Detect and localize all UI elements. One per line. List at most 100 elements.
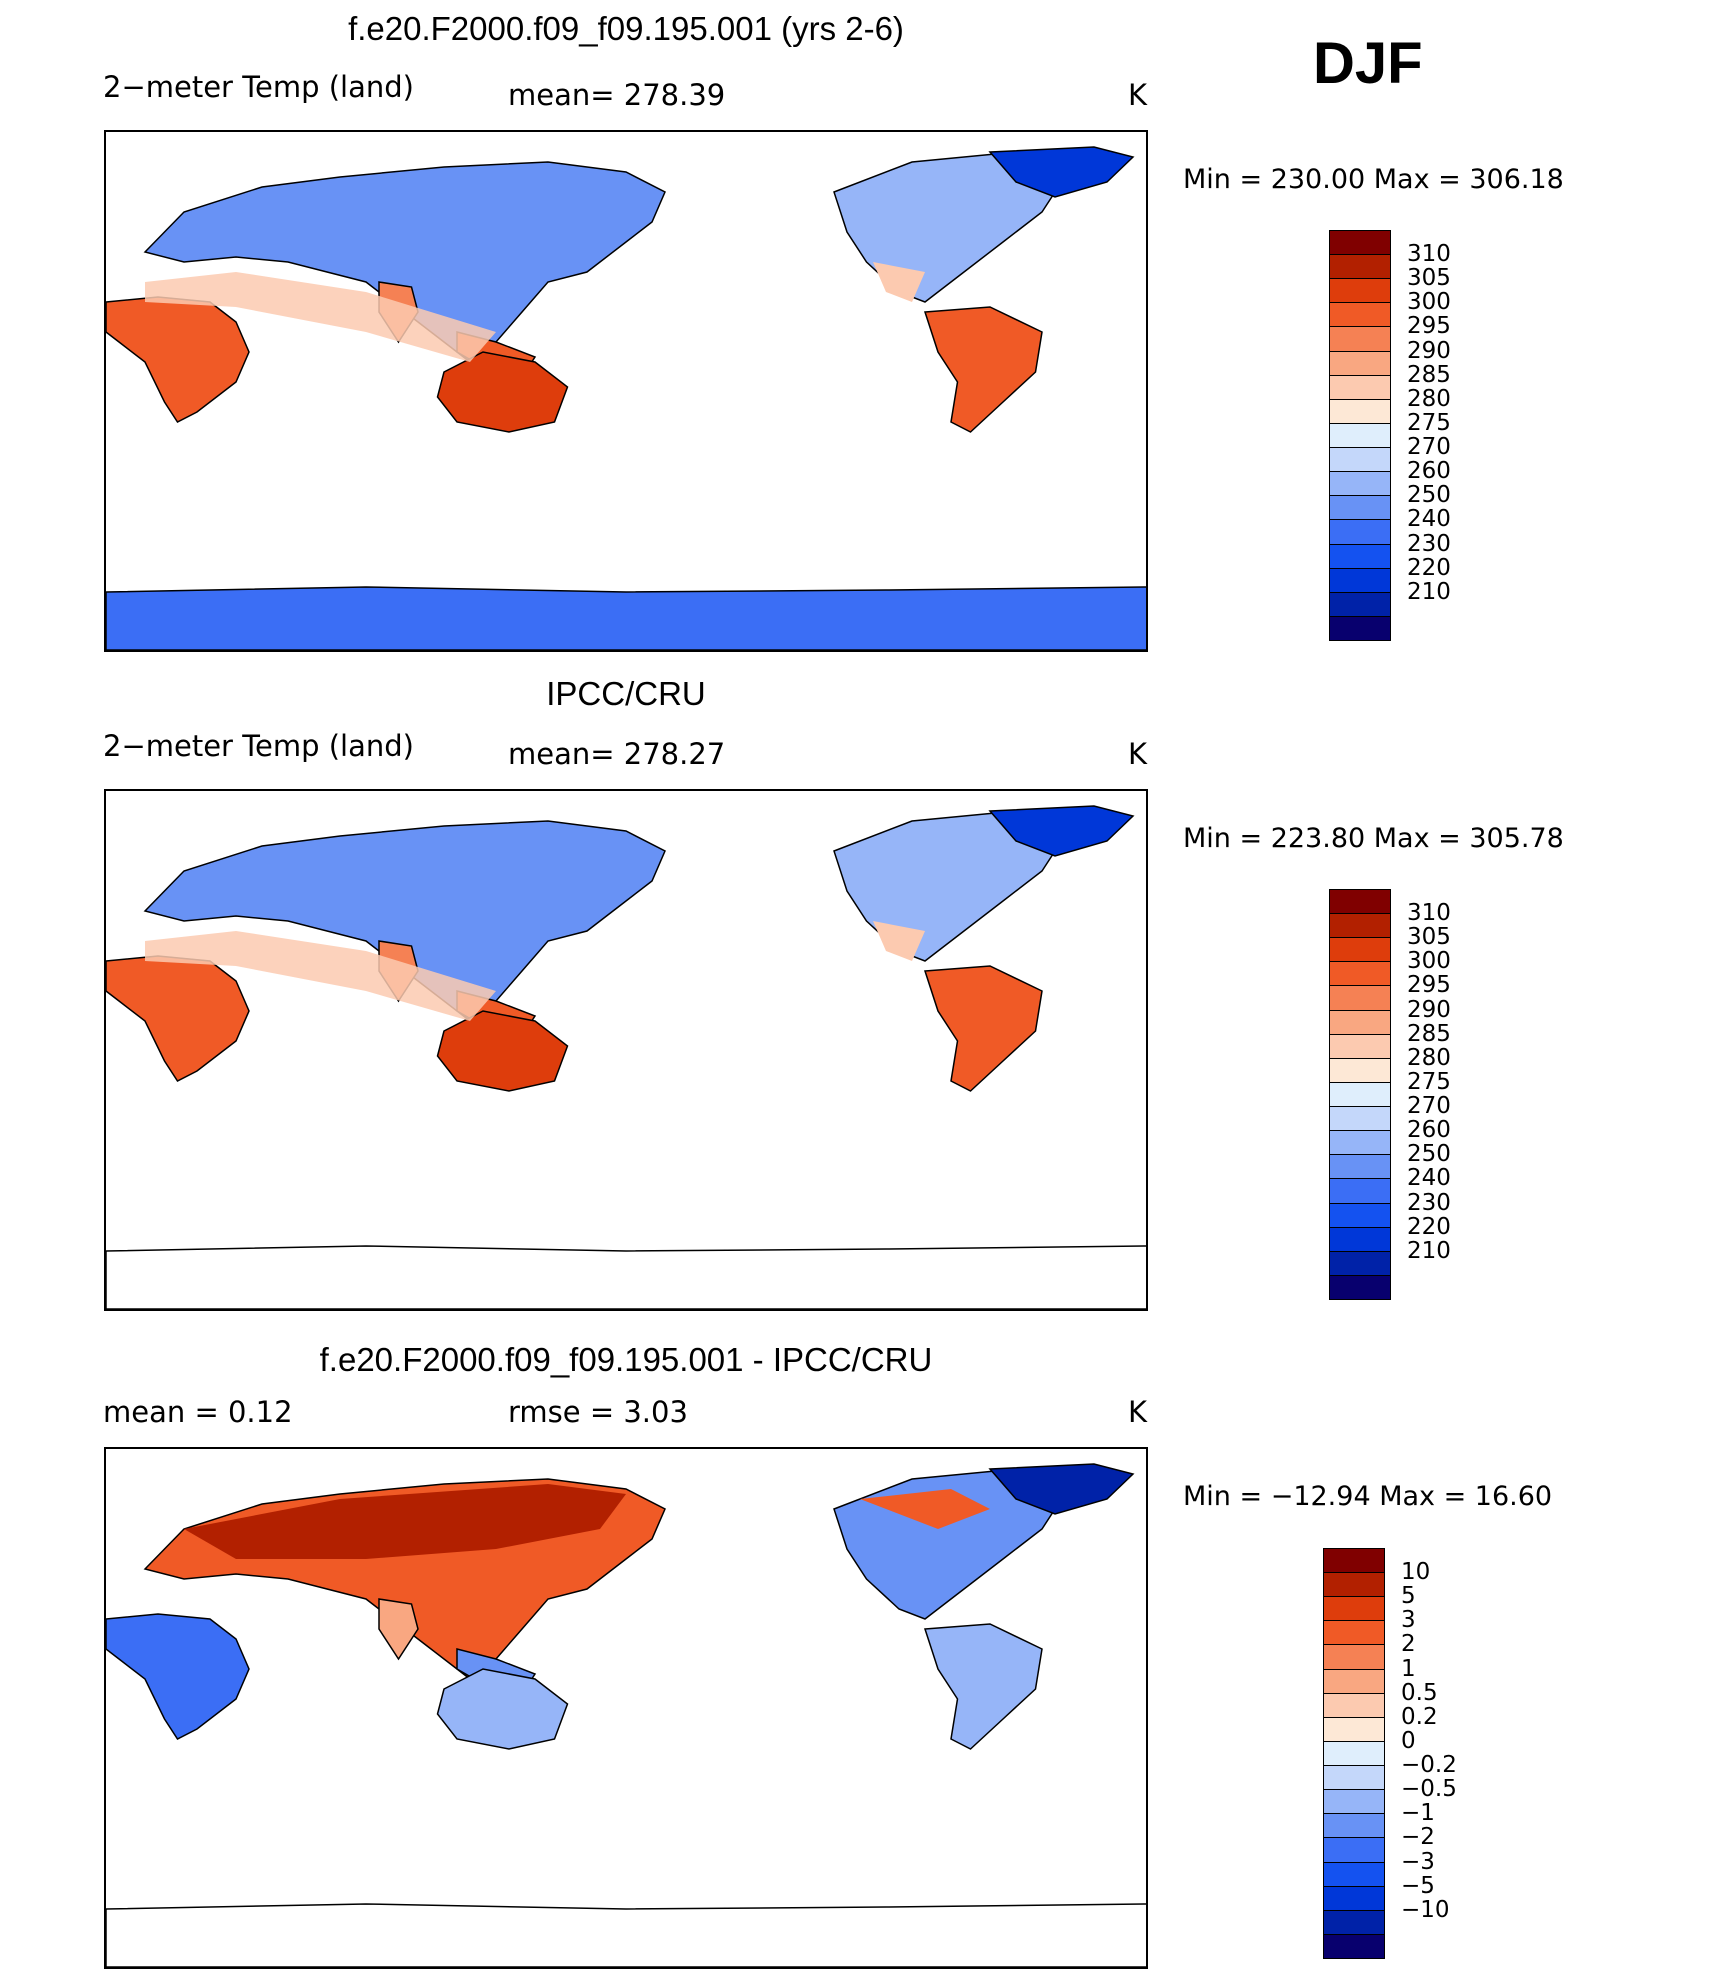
colorbar-swatch — [1323, 1740, 1385, 1767]
colorbar-swatch — [1329, 961, 1391, 987]
colorbar-swatch — [1329, 278, 1391, 304]
colorbar-swatch — [1329, 230, 1391, 256]
landmass-antarctica — [106, 1245, 1146, 1309]
panel-2-variable-label: 2−meter Temp (land) — [103, 729, 414, 763]
colorbar-label: 310 — [1407, 900, 1451, 927]
colorbar-swatch — [1329, 398, 1391, 424]
colorbar-swatch — [1329, 374, 1391, 400]
colorbar-label: −0.5 — [1401, 1776, 1457, 1803]
panel-1-colorbar: 310 305 300 295 290 285 280 275 270 260 250 240 230 2… — [1329, 230, 1451, 641]
colorbar-label: 305 — [1407, 265, 1451, 292]
colorbar-label: 295 — [1407, 313, 1451, 340]
colorbar-swatch — [1329, 302, 1391, 328]
colorbar-swatch — [1329, 985, 1391, 1011]
panel-2-mean-label: mean= 278.27 — [508, 737, 726, 771]
warm-anomaly-alaska — [860, 1489, 990, 1529]
colorbar-swatch — [1329, 1130, 1391, 1156]
warm-band — [145, 931, 496, 1021]
landmass-australia — [436, 1668, 569, 1750]
colorbar-label: 250 — [1407, 482, 1451, 509]
panel-2-title: IPCC/CRU — [546, 675, 706, 712]
landmass-greenland — [988, 146, 1135, 198]
colorbar-label: 1 — [1401, 1655, 1416, 1682]
colorbar-swatch — [1323, 1644, 1385, 1670]
colorbar-swatch — [1323, 1789, 1385, 1815]
colorbar-swatch — [1329, 519, 1391, 545]
colorbar-swatch — [1329, 1154, 1391, 1180]
landmass-samerica — [923, 965, 1043, 1092]
panel-2-colorbar: 310 305 300 295 290 285 280 275 270 260 250 240 230 2… — [1329, 889, 1451, 1300]
colorbar-swatch — [1323, 1692, 1385, 1718]
colorbar-swatch — [1323, 1548, 1385, 1574]
colorbar-label: −1 — [1401, 1800, 1435, 1827]
colorbar-label: −0.2 — [1401, 1752, 1457, 1779]
colorbar-label: 5 — [1401, 1583, 1416, 1610]
panel-1-map — [104, 130, 1148, 652]
colorbar-swatch — [1329, 1178, 1391, 1204]
landmass-greenland — [988, 805, 1135, 857]
colorbar-swatch — [1329, 543, 1391, 569]
colorbar-swatch — [1329, 1274, 1391, 1300]
colorbar-swatch — [1323, 1813, 1385, 1839]
colorbar-label: 290 — [1407, 996, 1451, 1023]
colorbar-swatch — [1323, 1572, 1385, 1598]
panel-3-mean-label: mean = 0.12 — [103, 1395, 293, 1429]
colorbar-swatch — [1323, 1765, 1385, 1791]
colorbar-label: 240 — [1407, 1165, 1451, 1192]
landmass-antarctica — [106, 1903, 1146, 1967]
colorbar-label: 275 — [1407, 409, 1451, 436]
colorbar-swatch — [1329, 495, 1391, 521]
colorbar-label: 280 — [1407, 1044, 1451, 1071]
panel-2-units: K — [1128, 737, 1148, 771]
colorbar-label: 210 — [1407, 1237, 1451, 1264]
colorbar-swatch — [1329, 1057, 1391, 1083]
landmass-antarctica — [106, 586, 1146, 650]
panel-3-rmse-label: rmse = 3.03 — [508, 1395, 688, 1429]
colorbar-label: 0.5 — [1401, 1679, 1438, 1706]
colorbar-swatch — [1329, 471, 1391, 497]
panel-1-units: K — [1128, 78, 1148, 112]
colorbar-label: −2 — [1401, 1824, 1435, 1851]
colorbar-label: 10 — [1401, 1559, 1431, 1586]
panel-3-title: f.e20.F2000.f09_f09.195.001 - IPCC/CRU — [319, 1341, 933, 1378]
panel-1-minmax: Min = 230.00 Max = 306.18 — [1183, 164, 1564, 195]
colorbar-swatch — [1323, 1668, 1385, 1694]
colorbar-label: 275 — [1407, 1068, 1451, 1095]
colorbar-swatch — [1323, 1620, 1385, 1646]
landmass-africa — [106, 296, 250, 423]
warm-band — [145, 272, 496, 362]
colorbar-label: 285 — [1407, 361, 1451, 388]
colorbar-label: 2 — [1401, 1631, 1416, 1658]
colorbar-label: 230 — [1407, 1189, 1451, 1216]
colorbar-swatch — [1329, 1081, 1391, 1108]
colorbar-swatch — [1329, 591, 1391, 617]
landmass-samerica — [923, 1623, 1043, 1750]
colorbar-label: 240 — [1407, 506, 1451, 533]
panel-3-minmax: Min = −12.94 Max = 16.60 — [1183, 1481, 1553, 1512]
landmass-eurasia — [143, 161, 666, 363]
colorbar-swatch — [1323, 1909, 1385, 1935]
colorbar-label: 210 — [1407, 578, 1451, 605]
panel-2-map-graphic — [106, 805, 1146, 1309]
landmass-eurasia — [143, 820, 666, 1022]
colorbar-swatch — [1329, 937, 1391, 963]
colorbar-swatch — [1329, 615, 1391, 641]
colorbar-label: 3 — [1401, 1607, 1416, 1634]
colorbar-swatch — [1329, 1009, 1391, 1035]
colorbar-label: −10 — [1401, 1896, 1450, 1923]
colorbar-label: 220 — [1407, 1213, 1451, 1240]
landmass-australia — [436, 1010, 569, 1092]
colorbar-swatch — [1329, 889, 1391, 915]
colorbar-swatch — [1329, 1106, 1391, 1132]
colorbar-swatch — [1323, 1933, 1385, 1959]
landmass-australia — [436, 351, 569, 433]
colorbar-label: 300 — [1407, 289, 1451, 316]
panel-2-minmax: Min = 223.80 Max = 305.78 — [1183, 823, 1564, 854]
panel-1-variable-label: 2−meter Temp (land) — [103, 70, 414, 104]
colorbar-label: 285 — [1407, 1020, 1451, 1047]
panel-1-title: f.e20.F2000.f09_f09.195.001 (yrs 2-6) — [348, 10, 904, 47]
colorbar-swatch — [1329, 1226, 1391, 1252]
warm-band-namerica — [873, 921, 925, 961]
colorbar-label: 305 — [1407, 924, 1451, 951]
panel-1-mean-label: mean= 278.39 — [508, 78, 726, 112]
